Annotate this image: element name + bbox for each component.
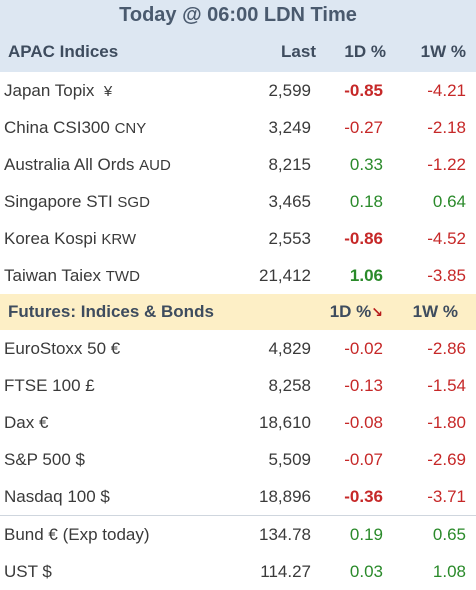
row-name: Dax € — [4, 413, 49, 432]
row-last: 18,896 — [259, 487, 311, 506]
row-last: 18,610 — [259, 413, 311, 432]
table-row[interactable]: EuroStoxx 50 € 4,829 -0.02 -2.86 — [0, 330, 476, 367]
row-last: 4,829 — [268, 339, 311, 358]
row-name: Singapore STI SGD — [4, 192, 150, 211]
row-name: FTSE 100 £ — [4, 376, 95, 395]
table-row[interactable]: Bund € (Exp today) 134.78 0.19 0.65 — [0, 515, 476, 553]
row-name: Japan Topix ¥ — [4, 81, 113, 100]
row-1w: -1.22 — [427, 155, 466, 174]
row-last: 3,249 — [268, 118, 311, 137]
row-1d: -0.86 — [344, 229, 383, 248]
row-name: China CSI300 CNY — [4, 118, 147, 137]
sort-down-arrow-icon: ↘ — [371, 304, 383, 320]
row-1d: 0.33 — [349, 155, 383, 174]
row-last: 3,465 — [268, 192, 311, 211]
page-title: Today @ 06:00 LDN Time — [0, 0, 476, 31]
futures-header-row: Futures: Indices & Bonds 1D %↘ 1W % — [0, 294, 476, 330]
table-row[interactable]: Korea Kospi KRW 2,553 -0.86 -4.52 — [0, 220, 476, 257]
row-1w: 0.65 — [432, 525, 466, 544]
row-last: 2,553 — [268, 229, 311, 248]
row-name: Australia All Ords AUD — [4, 155, 171, 174]
futures-header-label: Futures: Indices & Bonds — [8, 302, 214, 321]
row-name: S&P 500 $ — [4, 450, 85, 469]
table-row[interactable]: Taiwan Taiex TWD 21,412 1.06 -3.85 — [0, 257, 476, 294]
column-header-1d-sorted[interactable]: 1D %↘ — [329, 302, 383, 321]
row-1d: 1.06 — [349, 266, 383, 285]
column-header-1d[interactable]: 1D % — [344, 42, 386, 61]
table-row[interactable]: Australia All Ords AUD 8,215 0.33 -1.22 — [0, 146, 476, 183]
row-last: 2,599 — [268, 81, 311, 100]
row-1w: -3.85 — [427, 266, 466, 285]
row-name: Nasdaq 100 $ — [4, 487, 110, 506]
apac-table: Japan Topix ¥ 2,599 -0.85 -4.21 China CS… — [0, 72, 476, 294]
table-row[interactable]: Singapore STI SGD 3,465 0.18 0.64 — [0, 183, 476, 220]
row-name: Bund € (Exp today) — [4, 525, 150, 544]
row-1w: 1.08 — [432, 562, 466, 581]
row-1w: -2.86 — [427, 339, 466, 358]
row-last: 134.78 — [259, 525, 311, 544]
table-row[interactable]: UST $ 114.27 0.03 1.08 — [0, 553, 476, 590]
table-row[interactable]: FTSE 100 £ 8,258 -0.13 -1.54 — [0, 367, 476, 404]
row-last: 114.27 — [260, 562, 311, 581]
row-name: Korea Kospi KRW — [4, 229, 137, 248]
row-1d: -0.85 — [344, 81, 383, 100]
table-row[interactable]: Nasdaq 100 $ 18,896 -0.36 -3.71 — [0, 478, 476, 515]
row-1d: 0.03 — [349, 562, 383, 581]
row-1d: 0.19 — [349, 525, 383, 544]
row-1w: -4.52 — [427, 229, 466, 248]
row-1d: -0.02 — [344, 339, 383, 358]
row-1w: -1.80 — [427, 413, 466, 432]
row-1w: -3.71 — [427, 487, 466, 506]
row-1d: -0.36 — [344, 487, 383, 506]
table-row[interactable]: Dax € 18,610 -0.08 -1.80 — [0, 404, 476, 441]
column-header-1w[interactable]: 1W % — [420, 42, 466, 61]
row-1d: -0.13 — [344, 376, 383, 395]
row-last: 8,215 — [268, 155, 311, 174]
row-1w: -2.69 — [427, 450, 466, 469]
table-row[interactable]: China CSI300 CNY 3,249 -0.27 -2.18 — [0, 109, 476, 146]
row-last: 8,258 — [268, 376, 311, 395]
row-name: UST $ — [4, 562, 52, 581]
table-row[interactable]: Japan Topix ¥ 2,599 -0.85 -4.21 — [0, 72, 476, 109]
row-last: 21,412 — [259, 266, 311, 285]
column-header-1w[interactable]: 1W % — [412, 302, 458, 321]
row-name: EuroStoxx 50 € — [4, 339, 121, 358]
row-name: Taiwan Taiex TWD — [4, 266, 140, 285]
row-last: 5,509 — [268, 450, 311, 469]
futures-table: EuroStoxx 50 € 4,829 -0.02 -2.86 FTSE 10… — [0, 330, 476, 590]
column-header-last[interactable]: Last — [281, 42, 316, 61]
row-1w: -4.21 — [427, 81, 466, 100]
row-1d: -0.07 — [344, 450, 383, 469]
apac-header-row: APAC Indices Last 1D % 1W % — [0, 31, 476, 72]
table-row[interactable]: S&P 500 $ 5,509 -0.07 -2.69 — [0, 441, 476, 478]
row-1d: -0.27 — [344, 118, 383, 137]
row-1d: -0.08 — [344, 413, 383, 432]
row-1w: 0.64 — [432, 192, 466, 211]
row-1w: -2.18 — [427, 118, 466, 137]
apac-header-label: APAC Indices — [8, 42, 119, 61]
row-1d: 0.18 — [349, 192, 383, 211]
row-1w: -1.54 — [427, 376, 466, 395]
